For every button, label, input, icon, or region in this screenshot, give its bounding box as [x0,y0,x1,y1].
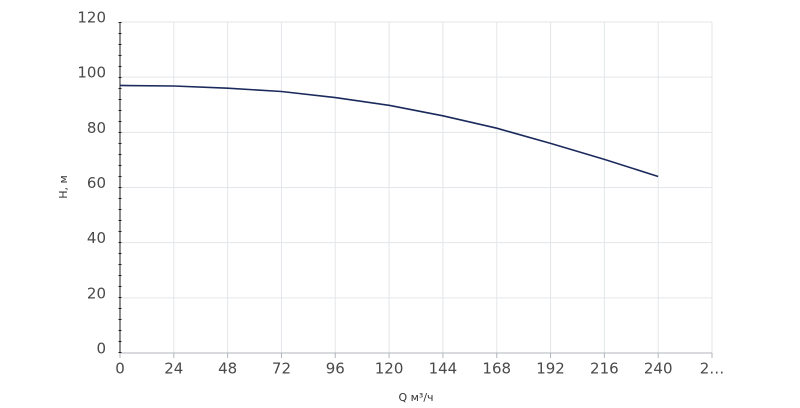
y-tick-label: 120 [77,9,106,27]
x-tick-label: 168 [482,360,511,378]
x-tick-label: 216 [590,360,619,378]
y-tick-label: 40 [87,229,106,247]
x-tick-label: 48 [218,360,237,378]
x-tick-label: 24 [164,360,183,378]
x-tick-label: 240 [644,360,673,378]
y-tick-label: 0 [96,340,106,358]
y-axis-title: H, м [57,175,70,199]
x-tick-label: 96 [326,360,345,378]
x-tick-label: 0 [115,360,125,378]
y-tick-label: 80 [87,119,106,137]
x-tick-label: 120 [375,360,404,378]
data-line [119,84,659,178]
x-tick-label: 144 [429,360,458,378]
x-axis-title: Q м³/ч [398,391,433,404]
x-tick-label: 72 [272,360,291,378]
y-tick-label: 60 [87,174,106,192]
x-tick-label: 192 [536,360,565,378]
y-tick-label: 20 [87,284,106,302]
x-tick-label: 2… [700,360,725,378]
y-tick-label: 100 [77,64,106,82]
